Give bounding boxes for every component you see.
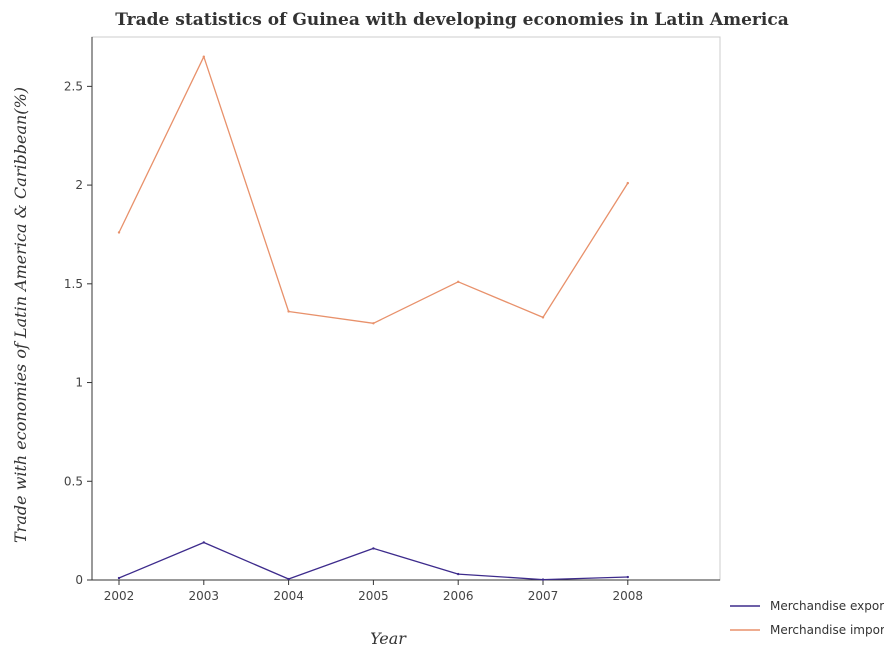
y-tick-label: 1 [75, 376, 83, 390]
data-point [117, 576, 121, 580]
y-tick-label: 0.5 [64, 474, 83, 488]
legend: Merchandise exports Merchandise imports [730, 599, 884, 637]
data-point [372, 547, 375, 550]
y-tick-label: 0 [75, 573, 83, 587]
legend-label: Merchandise exports [770, 599, 884, 613]
data-point [541, 578, 545, 581]
data-point [117, 231, 121, 234]
x-tick-label: 2002 [104, 589, 135, 603]
data-point [626, 575, 629, 579]
x-tick-label: 2008 [613, 589, 644, 603]
legend-label: Merchandise imports [770, 623, 884, 637]
chart-title: Trade statistics of Guinea with developi… [115, 10, 788, 30]
data-point [287, 577, 290, 581]
data-point [372, 322, 375, 325]
x-tick-label: 2006 [443, 589, 474, 603]
y-axis: 0 0.5 1 1.5 2 2.5 [64, 37, 93, 587]
x-tick-label: 2004 [273, 589, 304, 603]
data-point [626, 181, 629, 185]
data-point [202, 541, 205, 544]
y-tick-label: 2.5 [64, 79, 83, 93]
data-point [457, 280, 460, 284]
y-tick-label: 1.5 [64, 277, 83, 291]
y-tick-label: 2 [75, 178, 83, 192]
data-point [541, 316, 545, 319]
x-tick-label: 2007 [528, 589, 559, 603]
x-axis: 2002 2003 2004 2005 2006 2007 2008 [92, 579, 720, 603]
y-axis-title: Trade with economies of Latin America & … [11, 87, 30, 543]
x-tick-label: 2005 [358, 589, 389, 603]
data-point [202, 55, 205, 58]
x-axis-title: Year [370, 629, 407, 648]
data-point [457, 572, 460, 576]
x-tick-label: 2003 [189, 589, 220, 603]
series-layer [117, 55, 629, 581]
data-point [287, 310, 290, 313]
